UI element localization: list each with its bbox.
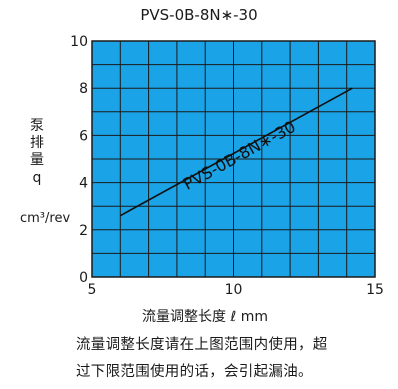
y-axis-label-char: q — [32, 170, 42, 186]
y-axis-ticks: 0 2 4 6 8 10 — [70, 34, 88, 286]
usage-note-line-2: 过下限范围使用的话，会引起漏油。 — [76, 364, 313, 380]
x-tick-label: 5 — [88, 282, 97, 298]
x-tick-label: 10 — [225, 282, 243, 298]
grid-horizontal — [92, 64, 375, 254]
y-axis-label-char: 排 — [30, 135, 44, 151]
usage-note-line-1: 流量调整长度请在上图范围内使用，超 — [76, 337, 328, 353]
x-axis-ticks: 5 10 15 — [88, 282, 384, 298]
y-tick-label: 2 — [79, 223, 88, 239]
chart-title: PVS-0B-8N∗-30 — [140, 6, 258, 24]
y-tick-label: 8 — [79, 81, 88, 97]
series-line — [119, 87, 353, 217]
y-axis-unit-label: cm³/rev — [20, 211, 71, 226]
y-axis-label-char: 量 — [30, 152, 44, 168]
y-tick-label: 0 — [79, 270, 88, 286]
x-axis-label: 流量调整长度 ℓ mm — [142, 309, 268, 325]
x-tick-label: 15 — [366, 282, 384, 298]
y-axis-label-char: 泵 — [30, 118, 44, 134]
y-tick-label: 4 — [79, 176, 88, 192]
y-tick-label: 6 — [79, 128, 88, 144]
plot-frame — [91, 40, 376, 278]
y-tick-label: 10 — [70, 34, 88, 50]
